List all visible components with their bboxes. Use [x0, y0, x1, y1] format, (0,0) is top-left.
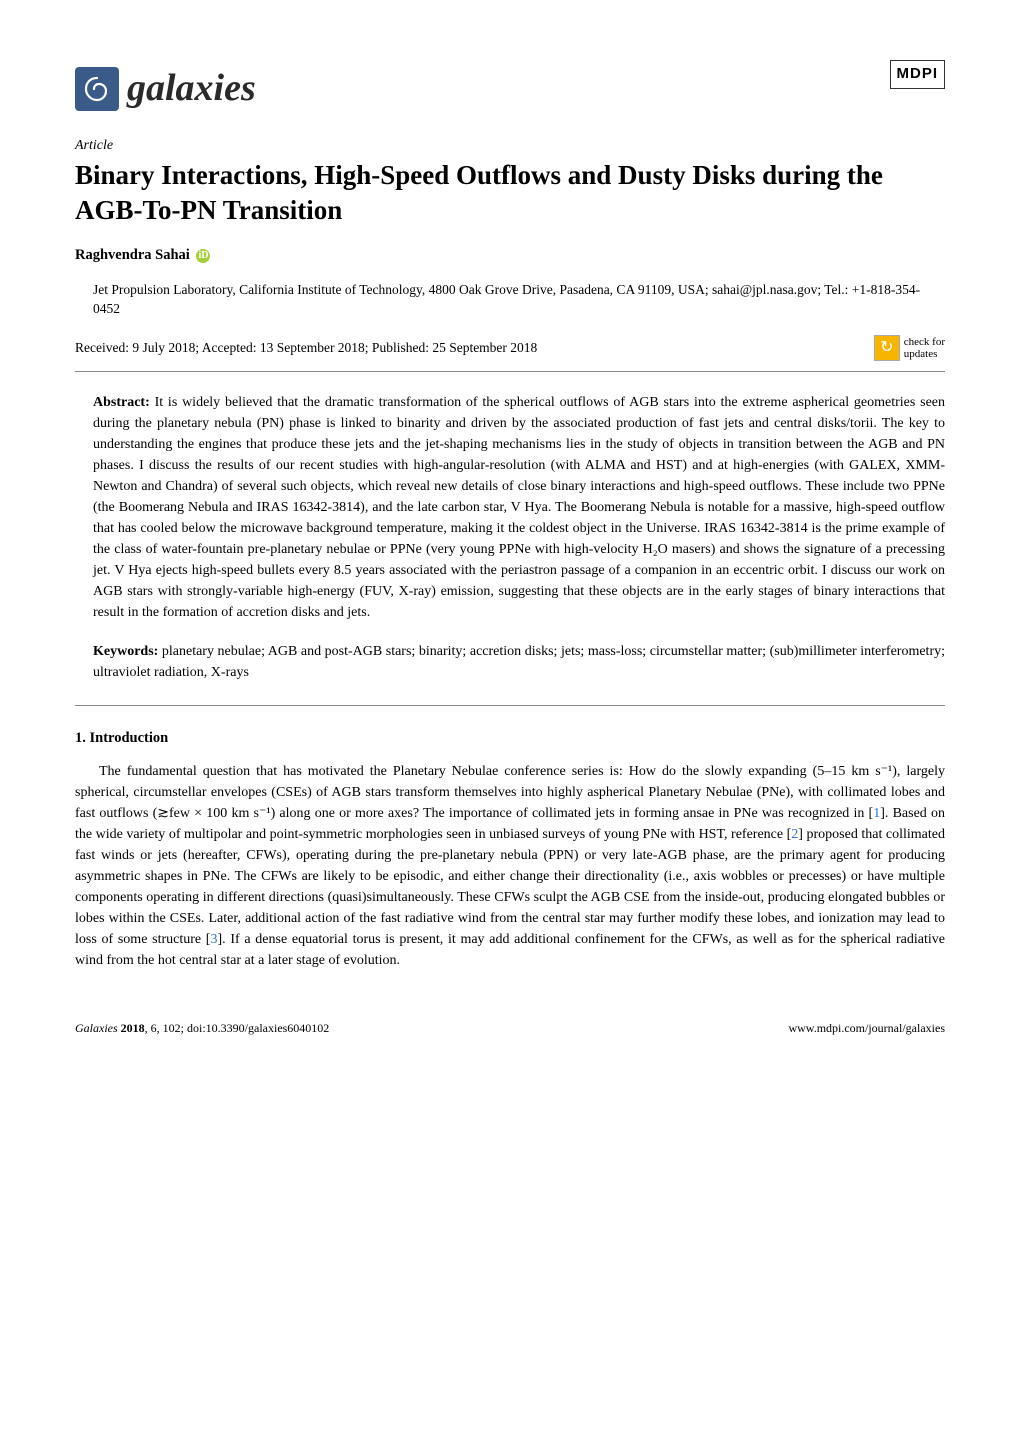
check-updates-label: check for updates [904, 336, 945, 360]
check-updates[interactable]: ↻ check for updates [874, 335, 945, 361]
journal-swirl-icon [75, 67, 119, 111]
footer-year: 2018 [118, 1021, 145, 1035]
footer-journal: Galaxies [75, 1021, 118, 1035]
journal-logo-block: galaxies [75, 60, 256, 117]
footer-doi: , 6, 102; doi:10.3390/galaxies6040102 [145, 1021, 330, 1035]
header-row: galaxies MDPI [75, 60, 945, 117]
check-updates-icon: ↻ [874, 335, 900, 361]
intro-paragraph: The fundamental question that has motiva… [75, 761, 945, 971]
dates-row: Received: 9 July 2018; Accepted: 13 Sept… [75, 335, 945, 372]
para-text: The fundamental question that has motiva… [75, 764, 945, 821]
article-type: Article [75, 135, 945, 156]
abstract: Abstract: It is widely believed that the… [75, 392, 945, 623]
keywords-text: planetary nebulae; AGB and post-AGB star… [93, 644, 945, 680]
publication-dates: Received: 9 July 2018; Accepted: 13 Sept… [75, 338, 537, 358]
footer: Galaxies 2018, 6, 102; doi:10.3390/galax… [75, 1019, 945, 1037]
journal-name: galaxies [127, 60, 256, 117]
abstract-text: It is widely believed that the dramatic … [93, 395, 945, 620]
section-heading-1: 1. Introduction [75, 728, 945, 750]
affiliation: Jet Propulsion Laboratory, California In… [75, 281, 945, 319]
author-line: Raghvendra Sahai iD [75, 245, 945, 267]
keywords-label: Keywords: [93, 644, 158, 659]
author-name: Raghvendra Sahai [75, 247, 190, 263]
mdpi-logo: MDPI [890, 60, 946, 89]
abstract-label: Abstract: [93, 395, 150, 410]
para-text: ] proposed that collimated fast winds or… [75, 827, 945, 947]
orcid-icon[interactable]: iD [196, 249, 210, 263]
footer-left: Galaxies 2018, 6, 102; doi:10.3390/galax… [75, 1019, 329, 1037]
keywords: Keywords: planetary nebulae; AGB and pos… [75, 641, 945, 706]
footer-right[interactable]: www.mdpi.com/journal/galaxies [788, 1019, 945, 1037]
article-title: Binary Interactions, High-Speed Outflows… [75, 158, 945, 227]
